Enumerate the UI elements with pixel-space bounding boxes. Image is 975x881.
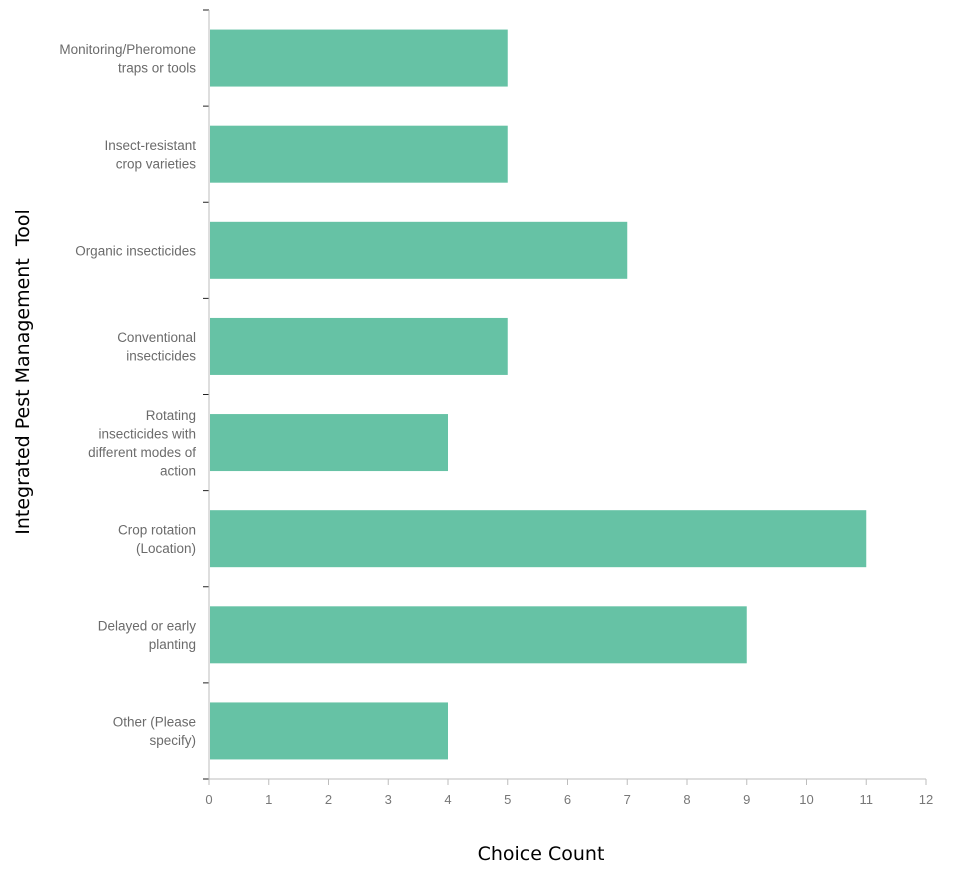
category-label: Crop rotation — [118, 522, 196, 537]
bar-5 — [210, 510, 867, 568]
x-tick-label: 2 — [325, 792, 332, 807]
category-label: insecticides with — [98, 426, 196, 441]
x-tick-label: 10 — [799, 792, 813, 807]
bars-group — [210, 29, 867, 760]
category-label: specify) — [149, 733, 196, 748]
x-tick-label: 12 — [919, 792, 933, 807]
y-axis-ticks-group — [203, 9, 209, 780]
bar-2 — [210, 221, 628, 279]
category-label: planting — [149, 637, 196, 652]
category-label: traps or tools — [118, 60, 196, 75]
category-label: different modes of — [88, 445, 196, 460]
x-tick-label: 11 — [860, 792, 874, 807]
category-label: Organic insecticides — [75, 243, 196, 258]
bar-3 — [210, 317, 508, 375]
bar-7 — [210, 702, 448, 760]
bar-1 — [210, 125, 508, 183]
category-label: Rotating — [146, 408, 196, 423]
x-axis-title: Choice Count — [478, 843, 605, 865]
x-tick-label: 4 — [444, 792, 451, 807]
bar-0 — [210, 29, 508, 87]
x-tick-label: 8 — [683, 792, 690, 807]
bar-6 — [210, 606, 747, 664]
category-label: Conventional — [117, 330, 196, 345]
bar-4 — [210, 414, 448, 472]
category-label: crop varieties — [116, 156, 197, 171]
category-labels-group: Monitoring/Pheromone traps or tools Insect… — [59, 42, 196, 748]
x-tick-label: 3 — [385, 792, 392, 807]
x-tick-label: 9 — [743, 792, 750, 807]
category-label: Delayed or early — [98, 619, 197, 634]
y-axis-title: Integrated Pest Management Tool — [12, 209, 34, 535]
category-label: Monitoring/Pheromone — [59, 42, 196, 57]
category-label: Insect-resistant — [104, 138, 196, 153]
x-tick-label: 1 — [265, 792, 272, 807]
x-tick-label: 6 — [564, 792, 571, 807]
x-axis-ticks-group: 0 1 2 3 4 5 6 7 8 9 10 11 12 — [205, 779, 933, 807]
category-label: Other (Please — [113, 715, 196, 730]
category-label: action — [160, 463, 196, 478]
category-label: insecticides — [126, 349, 196, 364]
x-tick-label: 7 — [624, 792, 631, 807]
x-tick-label: 0 — [205, 792, 212, 807]
x-tick-label: 5 — [504, 792, 511, 807]
category-label: (Location) — [136, 541, 196, 556]
